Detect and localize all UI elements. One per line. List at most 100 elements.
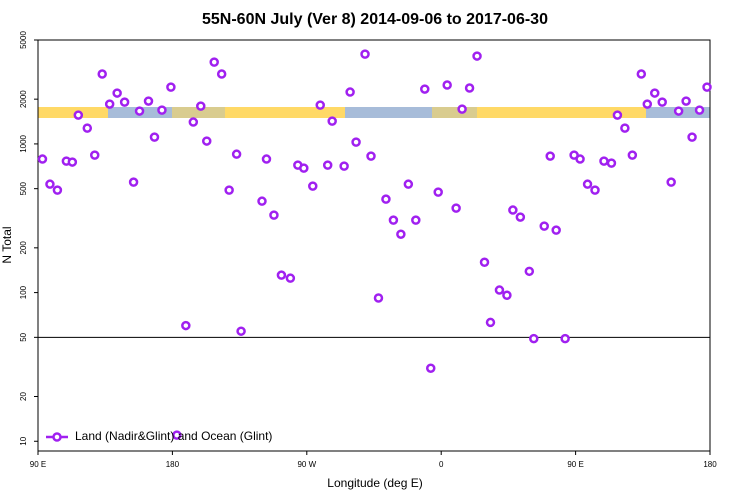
data-point (442, 80, 452, 90)
data-point (560, 333, 570, 344)
data-point (396, 229, 406, 239)
data-point (236, 326, 246, 336)
data-point (224, 185, 234, 195)
x-tick-label: 90 W (297, 460, 316, 469)
data-point (515, 212, 526, 222)
band-land (225, 107, 345, 118)
data-point (649, 88, 660, 98)
data-point (457, 104, 467, 114)
y-tick-label: 200 (19, 241, 28, 255)
data-point (327, 116, 337, 126)
data-point (381, 194, 391, 204)
data-point (642, 99, 653, 109)
data-point (201, 136, 212, 146)
data-point (657, 97, 667, 107)
legend-marker (52, 432, 62, 442)
data-point (322, 160, 333, 170)
data-point (539, 221, 549, 231)
data-point (231, 149, 242, 159)
data-point (582, 179, 593, 189)
y-axis-label: N Total (0, 226, 14, 263)
data-point (451, 203, 461, 213)
data-point (529, 333, 539, 344)
data-point (97, 69, 107, 79)
data-point (269, 210, 279, 220)
data-point (37, 154, 48, 164)
data-point (687, 132, 697, 142)
data-point (119, 97, 130, 107)
data-point (89, 150, 100, 160)
y-tick-label: 5000 (19, 31, 28, 49)
y-tick-label: 10 (19, 436, 28, 445)
data-point (479, 257, 490, 267)
data-point (508, 205, 518, 215)
y-tick-label: 100 (19, 285, 28, 299)
y-tick-label: 2000 (19, 90, 28, 108)
data-point (112, 88, 122, 98)
data-point (308, 181, 318, 191)
data-point (104, 99, 115, 109)
data-point (172, 430, 182, 440)
plot-frame (37, 39, 711, 452)
data-point (196, 101, 206, 111)
data-point (351, 137, 361, 147)
data-point (149, 132, 160, 142)
data-point (502, 290, 512, 300)
band-land (477, 107, 576, 118)
x-tick-label: 0 (439, 460, 444, 469)
y-tick-label: 500 (19, 181, 28, 195)
data-point (366, 151, 376, 161)
data-point (673, 106, 684, 116)
legend-label: Land (Nadir&Glint) and Ocean (Glint) (75, 429, 272, 443)
data-point (82, 123, 93, 133)
data-point (694, 105, 705, 115)
data-point (420, 84, 430, 94)
data-point (666, 177, 676, 187)
data-point (606, 158, 617, 168)
data-point (590, 185, 600, 195)
data-point (276, 270, 287, 280)
data-point (545, 151, 555, 161)
data-point (188, 117, 199, 127)
band-ocean (345, 107, 432, 118)
data-point (425, 363, 436, 373)
data-point (373, 293, 384, 303)
data-point (45, 179, 55, 189)
data-point (52, 185, 63, 195)
x-tick-label: 180 (703, 460, 717, 469)
data-point (134, 106, 145, 116)
data-point (157, 105, 167, 115)
data-point (261, 154, 272, 164)
y-tick-label: 20 (19, 392, 28, 401)
data-point (681, 96, 691, 106)
x-tick-label: 90 E (567, 460, 583, 469)
data-point (627, 150, 638, 160)
data-point (620, 123, 630, 133)
data-point (166, 82, 176, 92)
y-tick-label: 1000 (19, 134, 28, 152)
data-point (599, 156, 609, 166)
data-point (345, 87, 355, 97)
data-point (433, 187, 443, 197)
data-point (403, 179, 414, 189)
data-point (636, 69, 647, 79)
data-point (524, 266, 535, 277)
data-point (73, 110, 84, 120)
data-point (485, 317, 496, 328)
data-point (612, 110, 623, 120)
band-mixed (172, 107, 225, 118)
x-axis-label: Longitude (deg E) (327, 476, 422, 490)
chart-title: 55N-60N July (Ver 8) 2014-09-06 to 2017-… (202, 11, 548, 28)
data-point (181, 320, 191, 331)
data-point (67, 157, 78, 167)
x-tick-label: 90 E (30, 460, 46, 469)
data-point (494, 285, 505, 295)
data-point (209, 57, 219, 67)
data-point (464, 83, 475, 93)
data-point (551, 225, 561, 235)
data-point (472, 51, 482, 61)
data-point (575, 154, 585, 164)
data-point (285, 273, 296, 283)
